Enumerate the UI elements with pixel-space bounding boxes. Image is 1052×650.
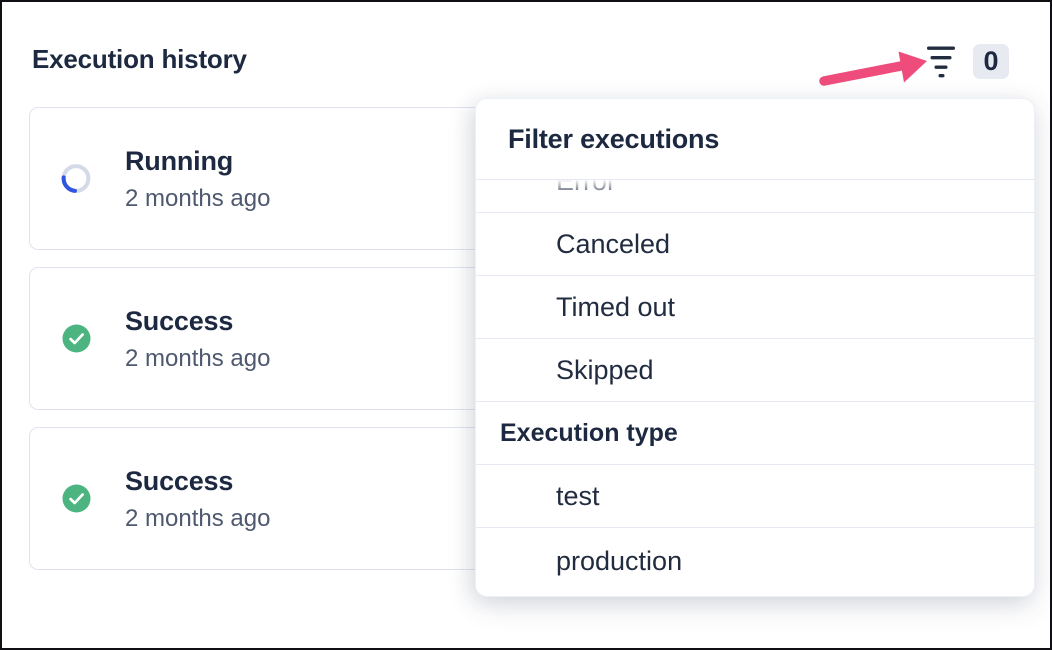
execution-status: Success [125, 305, 234, 336]
execution-time: 2 months ago [125, 504, 271, 532]
filter-count-value: 0 [983, 46, 999, 76]
filter-item-skipped[interactable]: Skipped [476, 339, 1034, 402]
page-title: Execution history [32, 44, 247, 74]
execution-status: Success [125, 465, 234, 496]
filter-lines-icon [926, 45, 956, 81]
filter-count-badge: 0 [973, 44, 1009, 79]
filter-section-execution-type: Execution type [476, 402, 1034, 465]
filter-button[interactable] [924, 46, 958, 80]
check-circle-icon [61, 484, 91, 514]
execution-status: Running [125, 145, 234, 176]
execution-card-text: Success 2 months ago [125, 464, 270, 534]
execution-time: 2 months ago [125, 184, 271, 212]
spinner-icon [61, 164, 91, 194]
filter-item-timed-out[interactable]: Timed out [476, 276, 1034, 339]
execution-card-text: Running 2 months ago [125, 144, 270, 214]
filter-menu-title: Filter executions [476, 99, 1034, 180]
filter-menu-list: Error Canceled Timed out Skipped Executi… [476, 180, 1034, 596]
execution-time: 2 months ago [125, 344, 271, 372]
filter-item-error[interactable]: Error [476, 180, 1034, 213]
filter-item-canceled[interactable]: Canceled [476, 213, 1034, 276]
filter-item-production[interactable]: production [476, 528, 1034, 595]
filter-item-test[interactable]: test [476, 465, 1034, 528]
annotation-arrow-icon [808, 40, 938, 100]
filter-executions-dropdown: Filter executions Error Canceled Timed o… [475, 98, 1035, 597]
check-circle-icon [61, 324, 91, 354]
execution-card-text: Success 2 months ago [125, 304, 270, 374]
